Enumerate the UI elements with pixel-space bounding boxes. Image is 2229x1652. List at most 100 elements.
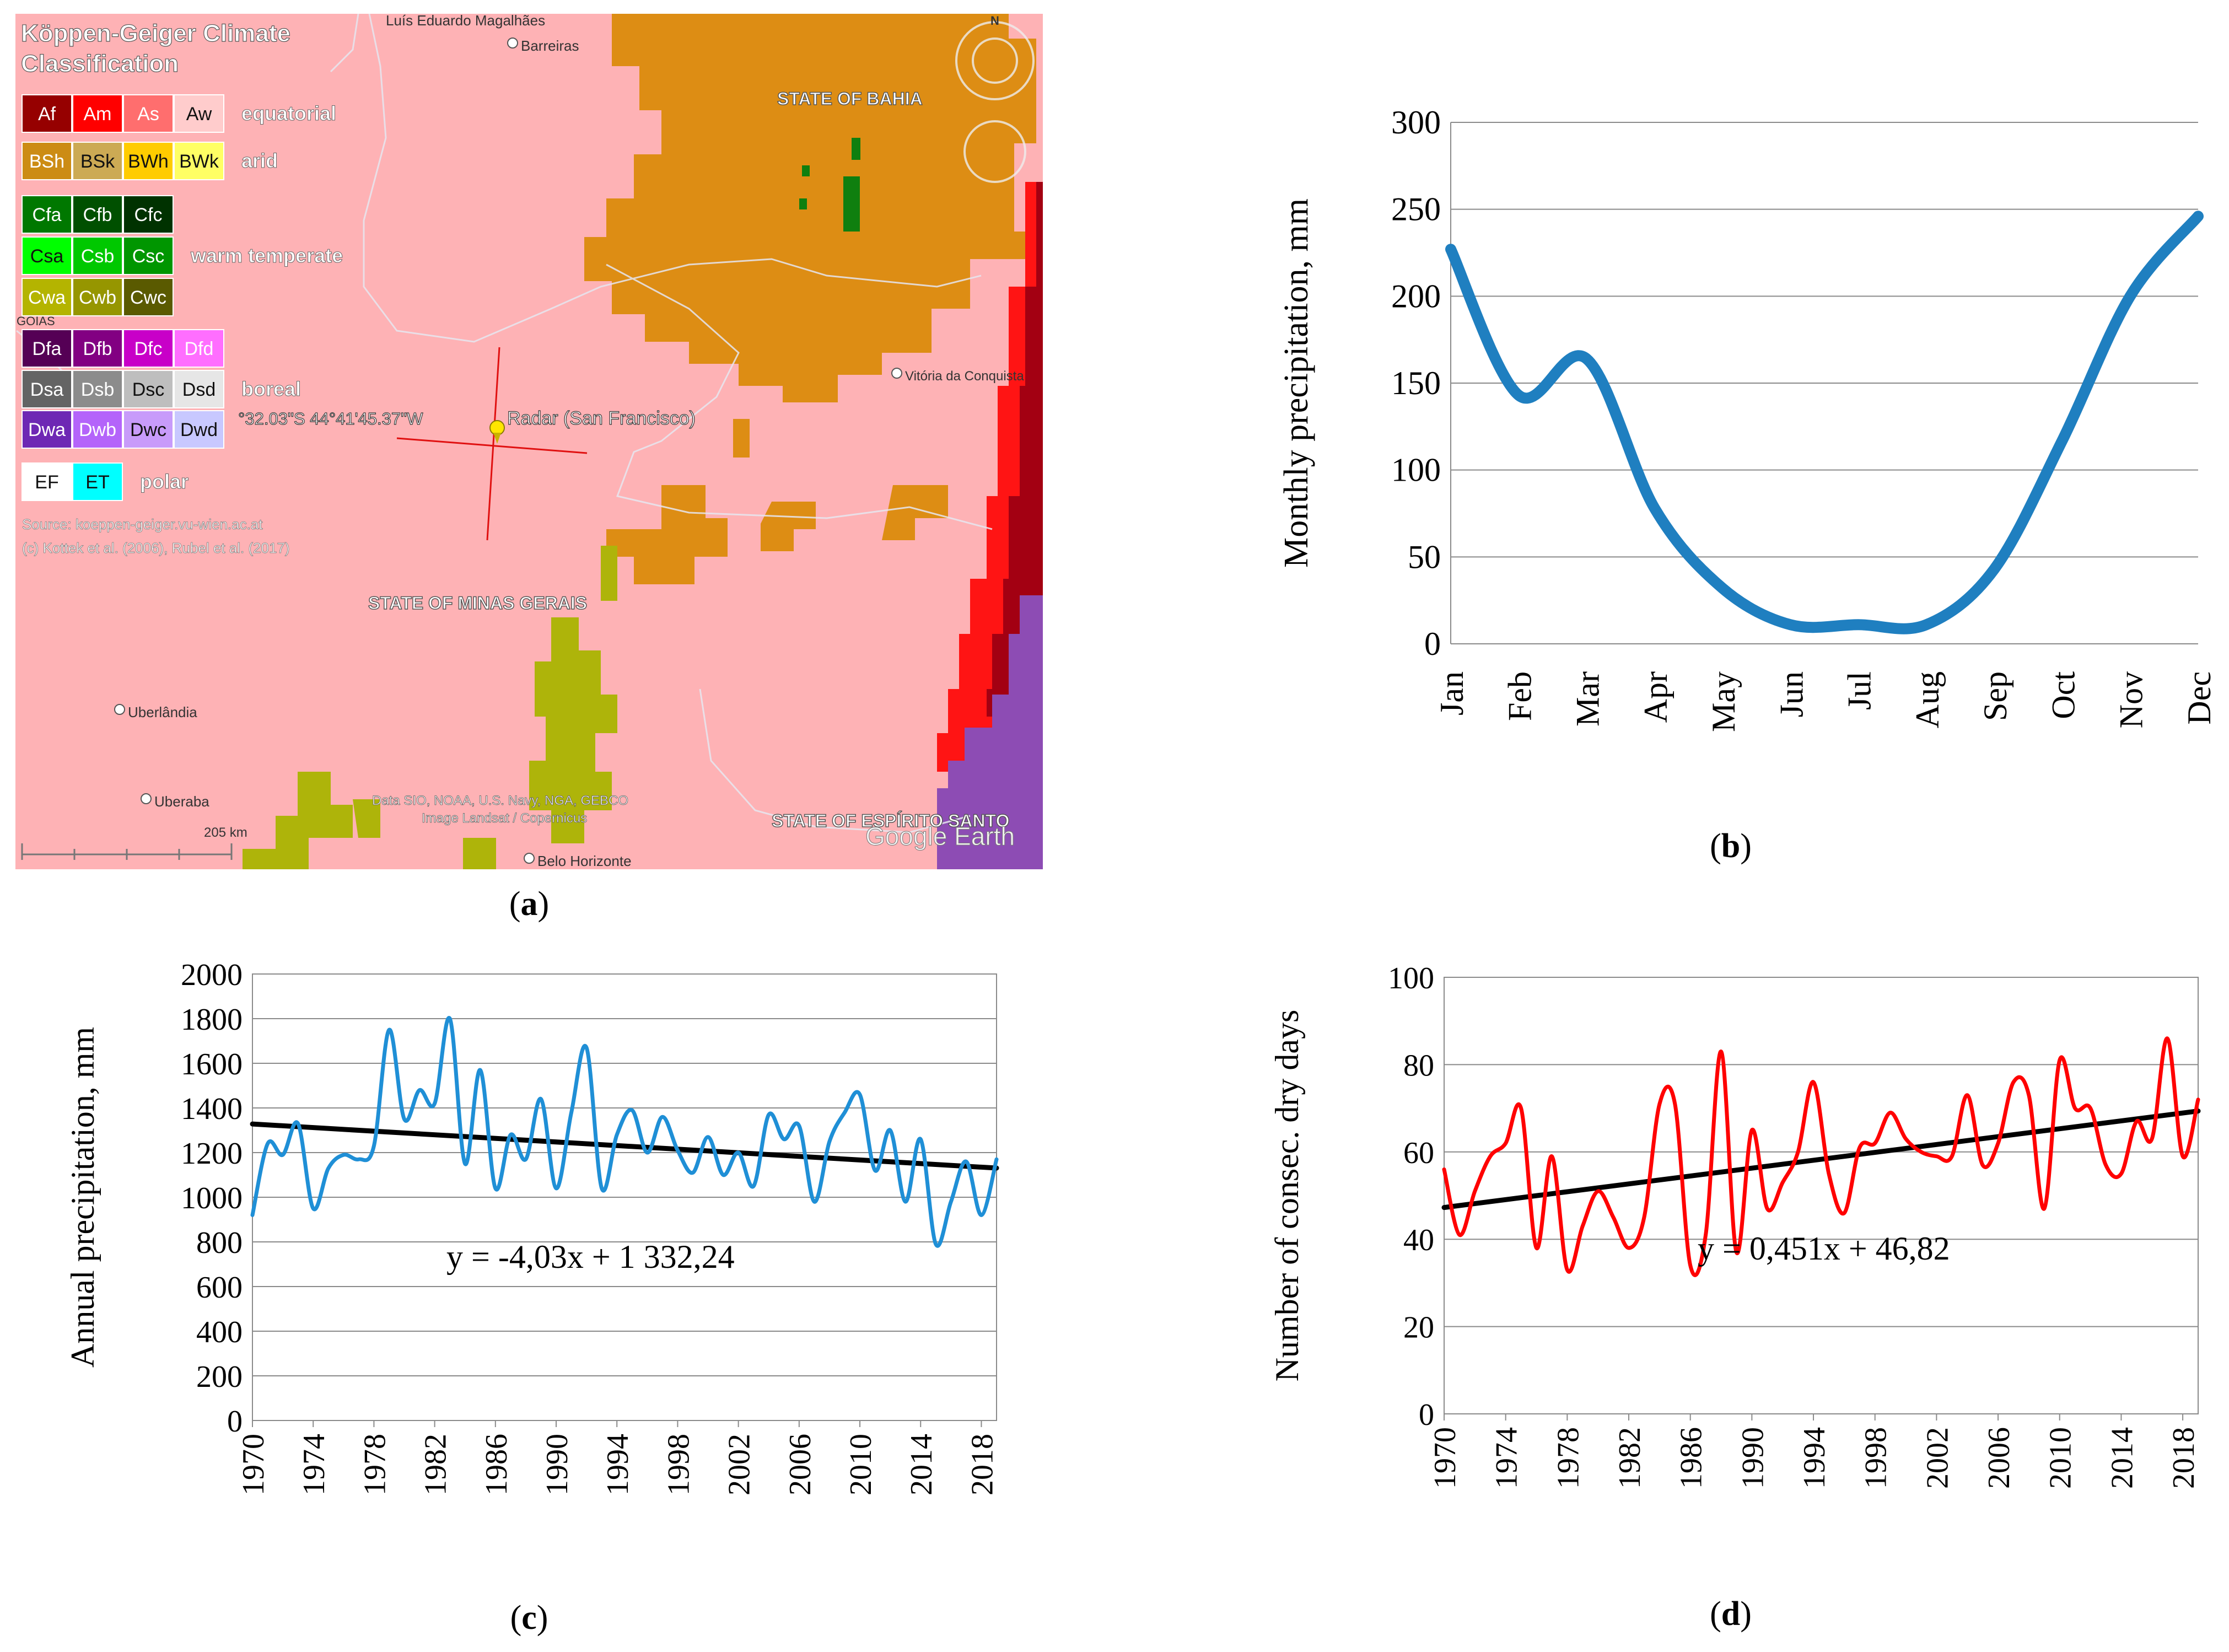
- scale-label: 205 km: [204, 825, 247, 840]
- legend-swatch-bwk: [174, 142, 224, 180]
- legend-swatch-dsc: [123, 370, 174, 408]
- y-axis-label: Monthly precipitation, mm: [1278, 198, 1315, 568]
- legend-code-bwk: BWk: [179, 151, 219, 172]
- y-tick-label: 1000: [181, 1181, 243, 1215]
- place-uberlandia: Uberlândia: [128, 704, 197, 720]
- legend-swatch-dsd: [174, 370, 224, 408]
- panel-b-monthly-chart: 0 50 100 150 200 250 300 Jan Feb Mar Apr May Jun Jul A…: [1278, 104, 2217, 732]
- goias-label: GOIÁS: [17, 314, 55, 328]
- legend-code-af: Af: [38, 104, 56, 125]
- x-tick-label: 1994: [1797, 1427, 1832, 1489]
- x-tick-label: 1986: [480, 1434, 514, 1495]
- legend-code-bsh: BSh: [29, 151, 64, 172]
- panel-d-dry-days-chart: 0 20 40 60 80 100 1970 1974 1978 1982 1986 1990 1994…: [1269, 961, 2201, 1489]
- x-tick-label: 1994: [601, 1434, 635, 1495]
- legend-code-cfa: Cfa: [33, 205, 62, 225]
- attribution-1: Data SIO, NOAA, U.S. Navy, NGA, GEBCO: [372, 793, 628, 808]
- legend-code-dwa: Dwa: [28, 419, 66, 440]
- scale-bar: [21, 843, 233, 860]
- place-luis-eduardo: Luís Eduardo Magalhães: [386, 12, 545, 29]
- attribution-2: Image Landsat / Copernicus: [422, 811, 587, 826]
- y-tick-label: 100: [1388, 961, 1434, 995]
- legend-code-csc: Csc: [132, 246, 165, 267]
- y-tick-label: 50: [1408, 539, 1441, 575]
- legend-code-cwc: Cwc: [130, 287, 166, 308]
- legend-swatch-dfd: [174, 329, 224, 368]
- y-tick-label: 40: [1403, 1223, 1434, 1257]
- warm-temperate-patch: [799, 198, 807, 209]
- y-tick-label: 600: [196, 1271, 243, 1305]
- compass-icon: [955, 21, 1035, 183]
- legend-swatch-aw: [174, 94, 224, 133]
- place-uberaba: Uberaba: [154, 793, 209, 810]
- arid-patch: [606, 485, 728, 584]
- y-tick-label: 800: [196, 1226, 243, 1260]
- place-barreiras: Barreiras: [521, 37, 579, 54]
- x-tick-label: 1998: [1859, 1427, 1893, 1489]
- x-tick-label: 1974: [1490, 1427, 1524, 1489]
- x-tick-label: Mar: [1570, 671, 1606, 727]
- place-minas: STATE OF MINAS GERAIS: [368, 593, 587, 613]
- cwa-region: [463, 838, 496, 869]
- x-tick-label: Sep: [1977, 671, 2013, 721]
- radar-label: Radar (San Francisco): [507, 408, 696, 429]
- legend-code-cwa: Cwa: [28, 287, 66, 308]
- panel-d-label: (d): [1710, 1595, 1752, 1633]
- legend-swatch-cfc: [123, 195, 174, 234]
- legend-code-dsb: Dsb: [81, 379, 114, 400]
- legend-swatch-dsb: [72, 370, 123, 408]
- legend-code-bsk: BSk: [80, 151, 115, 172]
- panel-b-label: (b): [1710, 827, 1752, 865]
- x-tick-label: 1970: [236, 1434, 271, 1495]
- legend-code-dfa: Dfa: [33, 338, 62, 359]
- y-tick-label: 80: [1403, 1048, 1434, 1083]
- x-tick-label: Feb: [1501, 671, 1538, 721]
- map-places: Barreiras Luís Eduardo Magalhães STATE O…: [17, 12, 1024, 869]
- legend-code-dfc: Dfc: [134, 338, 163, 359]
- radar-crosshair: [396, 347, 588, 541]
- legend-group-label: equatorial: [241, 102, 336, 125]
- dwa-region: [937, 595, 1043, 869]
- legend-swatch-cwa: [21, 278, 72, 316]
- panel-c-annual-chart: 0 200 400 600 800 1000 1200 1400 1600 1800 2000 197…: [64, 958, 999, 1495]
- legend-swatch-dsa: [21, 370, 72, 408]
- y-tick-label: 1200: [181, 1137, 243, 1171]
- x-tick-label: 2002: [1920, 1427, 1955, 1489]
- x-tick-label: 2010: [2044, 1427, 2078, 1489]
- legend-swatch-cwb: [72, 278, 123, 316]
- cwa-region: [243, 772, 353, 869]
- legend-swatch-dfc: [123, 329, 174, 368]
- legend-swatch-bsh: [21, 142, 72, 180]
- legend-code-cfc: Cfc: [134, 205, 163, 225]
- legend-swatch-dwd: [174, 410, 224, 449]
- legend-swatch-csc: [123, 236, 174, 275]
- x-tick-label: 2018: [965, 1434, 999, 1495]
- legend-group-label: warm temperate: [190, 244, 343, 267]
- legend-code-dwb: Dwb: [79, 419, 116, 440]
- x-tick-label: 2014: [2105, 1427, 2139, 1489]
- legend-swatch-cfb: [72, 195, 123, 234]
- legend-code-ef: EF: [35, 472, 58, 493]
- y-tick-label: 200: [196, 1360, 243, 1394]
- x-tick-label: Jul: [1842, 671, 1878, 710]
- legend-code-dwc: Dwc: [130, 419, 166, 440]
- x-tick-label: Aug: [1909, 671, 1946, 728]
- source-line-2: (c) Kottek et al. (2006), Rubel et al. (…: [22, 540, 290, 556]
- x-tick-label: 1974: [297, 1434, 331, 1495]
- x-tick-label: 1990: [1736, 1427, 1770, 1489]
- y-tick-label: 0: [1419, 1398, 1434, 1432]
- legend-swatch-ef: [21, 462, 72, 501]
- legend-group-label: polar: [140, 470, 189, 493]
- panel-a-label: (a): [509, 885, 549, 923]
- legend-swatch-csb: [72, 236, 123, 275]
- legend-swatch-dfb: [72, 329, 123, 368]
- x-tick-label: Dec: [2181, 671, 2217, 725]
- x-tick-label: 1998: [661, 1434, 696, 1495]
- cwa-region: [601, 546, 617, 601]
- legend-swatch-dwa: [21, 410, 72, 449]
- arid-patch: [733, 419, 750, 458]
- x-tick-label: 2010: [844, 1434, 878, 1495]
- x-tick-label: 1978: [1551, 1427, 1585, 1489]
- plot-frame: [1444, 977, 2199, 1414]
